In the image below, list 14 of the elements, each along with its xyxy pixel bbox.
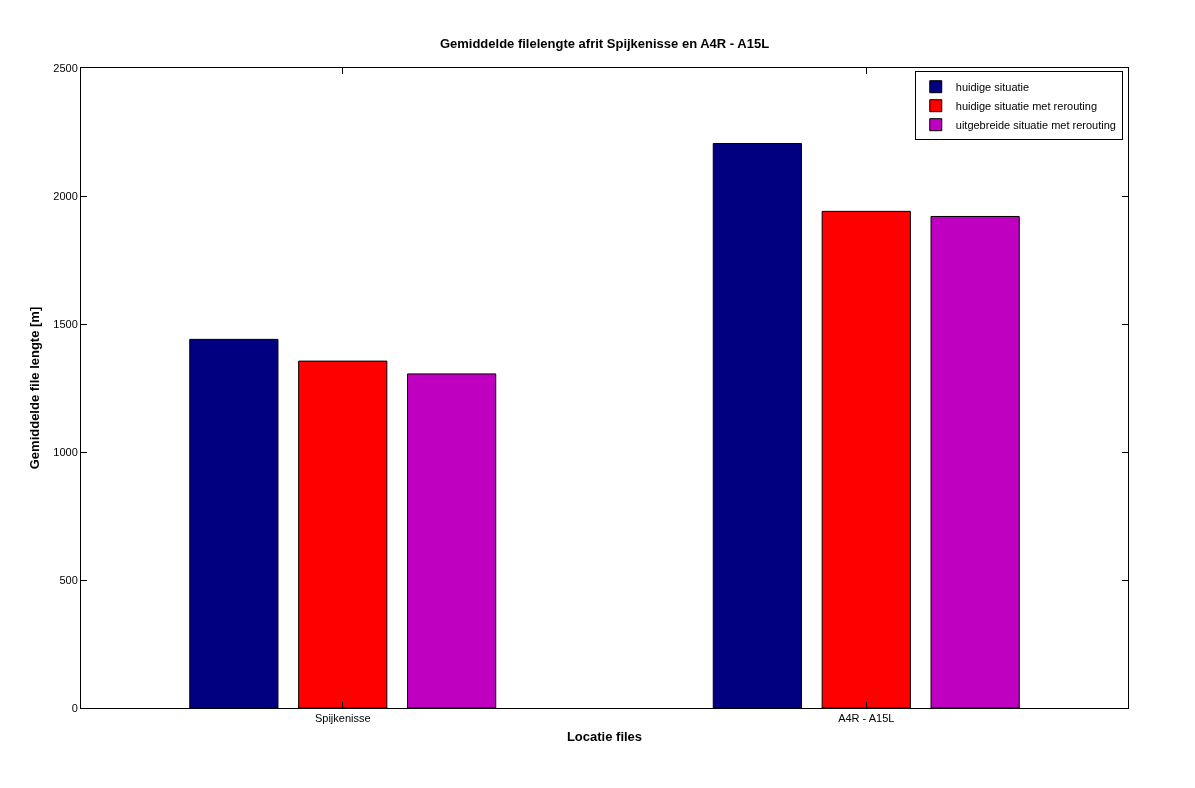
legend-label: huidige situatie: [955, 80, 1030, 93]
x-axis-title: Locatie files: [566, 728, 643, 744]
legend-label: huidige situatie met rerouting: [955, 99, 1098, 112]
chart-title: Gemiddelde filelengte afrit Spijkenisse en A4R - A15L: [439, 35, 770, 51]
y-axis-title: Gemiddelde file lengte [m]: [27, 306, 43, 470]
y-tick-label: 500: [59, 573, 78, 586]
y-tick-label: 0: [71, 701, 78, 714]
y-tick-label: 1000: [53, 445, 78, 458]
y-tick-label: 2500: [53, 61, 78, 74]
y-tick-label: 1500: [53, 317, 78, 330]
x-tick-label: Spijkenisse: [314, 712, 371, 725]
y-tick-label: 2000: [53, 189, 78, 202]
legend-label: uitgebreide situatie met rerouting: [955, 118, 1116, 131]
x-tick-label: A4R - A15L: [838, 712, 895, 725]
